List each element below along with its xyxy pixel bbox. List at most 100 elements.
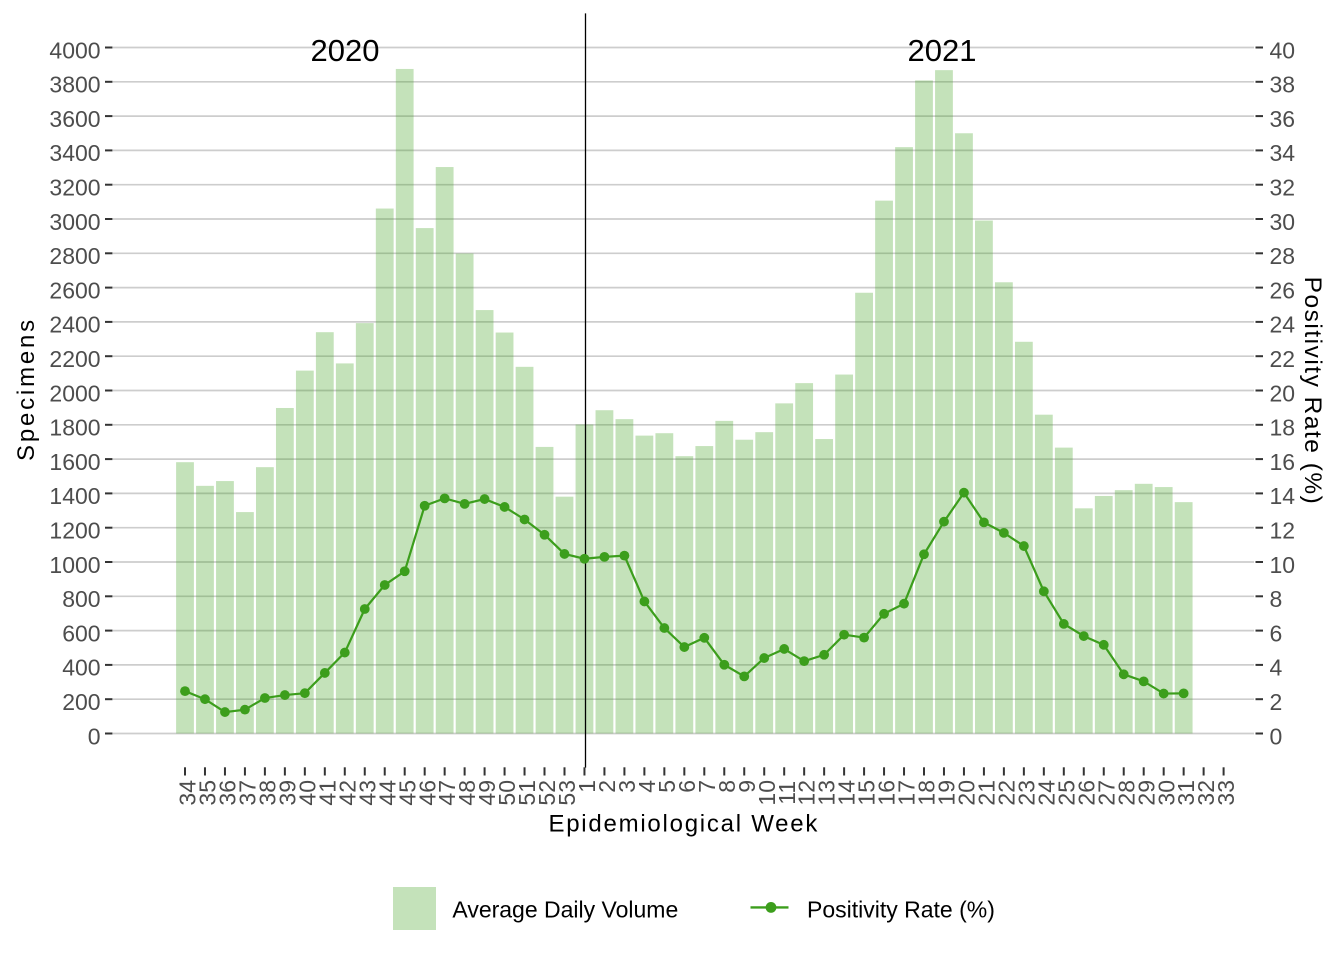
svg-text:1: 1	[574, 780, 600, 793]
svg-text:400: 400	[62, 655, 100, 681]
svg-text:2200: 2200	[49, 346, 100, 372]
svg-text:16: 16	[1270, 449, 1296, 475]
svg-text:4: 4	[1270, 655, 1283, 681]
svg-text:52: 52	[534, 780, 560, 806]
svg-text:36: 36	[215, 780, 241, 806]
svg-text:28: 28	[1270, 243, 1296, 269]
svg-text:51: 51	[514, 780, 540, 806]
svg-text:1800: 1800	[49, 415, 100, 441]
svg-text:6: 6	[674, 780, 700, 793]
svg-text:20: 20	[954, 780, 980, 806]
svg-text:1400: 1400	[49, 483, 100, 509]
svg-text:45: 45	[394, 780, 420, 806]
svg-text:42: 42	[334, 780, 360, 806]
svg-text:27: 27	[1093, 780, 1119, 806]
svg-text:33: 33	[1213, 780, 1239, 806]
svg-text:Average Daily Volume: Average Daily Volume	[452, 897, 678, 923]
svg-text:600: 600	[62, 620, 100, 646]
svg-text:4000: 4000	[49, 37, 100, 63]
svg-text:53: 53	[554, 780, 580, 806]
svg-text:43: 43	[354, 780, 380, 806]
svg-text:36: 36	[1270, 106, 1296, 132]
svg-text:47: 47	[434, 780, 460, 806]
svg-text:800: 800	[62, 586, 100, 612]
svg-text:30: 30	[1153, 780, 1179, 806]
svg-text:Epidemiological Week: Epidemiological Week	[548, 811, 819, 838]
svg-text:3200: 3200	[49, 175, 100, 201]
svg-text:11: 11	[774, 781, 800, 805]
svg-text:17: 17	[894, 780, 920, 806]
svg-text:0: 0	[1270, 723, 1283, 749]
svg-text:16: 16	[874, 780, 900, 806]
svg-text:10: 10	[1270, 552, 1296, 578]
svg-text:3600: 3600	[49, 106, 100, 132]
svg-text:12: 12	[794, 780, 820, 806]
svg-text:46: 46	[414, 780, 440, 806]
svg-text:12: 12	[1270, 518, 1296, 544]
svg-text:23: 23	[1013, 780, 1039, 806]
svg-text:18: 18	[914, 780, 940, 806]
svg-text:6: 6	[1270, 620, 1283, 646]
svg-text:35: 35	[195, 780, 221, 806]
svg-text:22: 22	[993, 780, 1019, 806]
svg-text:48: 48	[454, 780, 480, 806]
svg-text:44: 44	[374, 780, 400, 806]
svg-text:40: 40	[1270, 37, 1296, 63]
svg-text:29: 29	[1133, 780, 1159, 806]
svg-text:200: 200	[62, 689, 100, 715]
svg-text:0: 0	[88, 723, 101, 749]
svg-text:24: 24	[1270, 312, 1296, 338]
svg-text:1600: 1600	[49, 449, 100, 475]
svg-text:3000: 3000	[49, 209, 100, 235]
svg-text:8: 8	[1270, 586, 1283, 612]
svg-text:2600: 2600	[49, 277, 100, 303]
svg-text:7: 7	[694, 780, 720, 793]
svg-text:41: 41	[314, 780, 340, 806]
svg-text:Specimens: Specimens	[13, 317, 40, 461]
svg-text:20: 20	[1270, 380, 1296, 406]
svg-text:38: 38	[1270, 72, 1296, 98]
svg-text:3400: 3400	[49, 140, 100, 166]
svg-text:3: 3	[614, 780, 640, 793]
svg-text:34: 34	[175, 780, 201, 806]
svg-text:32: 32	[1270, 175, 1296, 201]
svg-text:14: 14	[834, 780, 860, 806]
svg-text:2000: 2000	[49, 380, 100, 406]
svg-text:24: 24	[1033, 780, 1059, 806]
svg-text:2020: 2020	[311, 33, 380, 68]
svg-text:25: 25	[1053, 780, 1079, 806]
svg-text:32: 32	[1193, 780, 1219, 806]
svg-text:Positivity Rate (%): Positivity Rate (%)	[807, 897, 995, 923]
svg-text:2021: 2021	[908, 33, 977, 68]
svg-text:2400: 2400	[49, 312, 100, 338]
svg-text:9: 9	[734, 780, 760, 793]
svg-text:38: 38	[254, 780, 280, 806]
svg-text:18: 18	[1270, 415, 1296, 441]
svg-text:30: 30	[1270, 209, 1296, 235]
svg-text:Positivity Rate (%): Positivity Rate (%)	[1299, 277, 1326, 506]
svg-text:28: 28	[1113, 780, 1139, 806]
svg-text:15: 15	[854, 780, 880, 806]
svg-text:37: 37	[235, 780, 261, 806]
svg-text:8: 8	[714, 780, 740, 793]
svg-text:4: 4	[634, 780, 660, 793]
svg-text:5: 5	[654, 780, 680, 793]
svg-text:1000: 1000	[49, 552, 100, 578]
svg-text:2: 2	[594, 780, 620, 793]
svg-text:40: 40	[294, 780, 320, 806]
svg-text:10: 10	[754, 780, 780, 806]
svg-text:2800: 2800	[49, 243, 100, 269]
svg-text:14: 14	[1270, 483, 1296, 509]
svg-text:26: 26	[1270, 277, 1296, 303]
svg-text:3800: 3800	[49, 72, 100, 98]
svg-text:2: 2	[1270, 689, 1283, 715]
svg-text:49: 49	[474, 780, 500, 806]
svg-text:26: 26	[1073, 780, 1099, 806]
svg-text:50: 50	[494, 780, 520, 806]
svg-text:19: 19	[934, 780, 960, 806]
svg-text:13: 13	[814, 780, 840, 806]
svg-text:22: 22	[1270, 346, 1296, 372]
svg-text:39: 39	[274, 780, 300, 806]
svg-text:34: 34	[1270, 140, 1296, 166]
svg-text:21: 21	[974, 780, 1000, 806]
